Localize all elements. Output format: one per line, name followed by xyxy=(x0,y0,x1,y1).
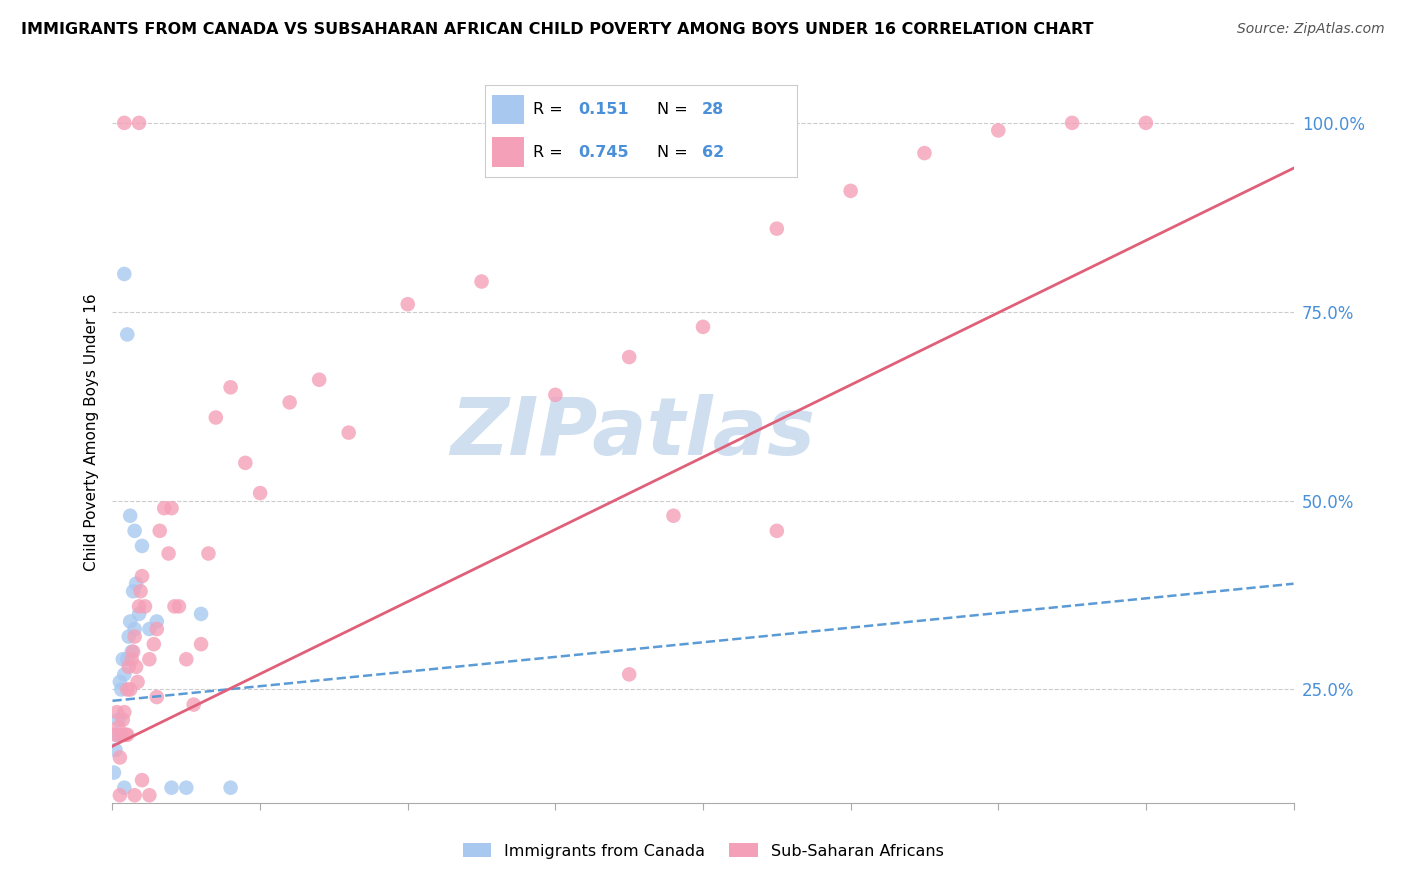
Point xyxy=(183,698,205,712)
Legend: Immigrants from Canada, Sub-Saharan Africans: Immigrants from Canada, Sub-Saharan Afri… xyxy=(456,837,950,865)
Point xyxy=(219,780,242,795)
Point xyxy=(110,728,132,742)
Point xyxy=(131,539,153,553)
Point xyxy=(138,652,160,666)
Point xyxy=(249,486,271,500)
Point xyxy=(190,637,212,651)
Point xyxy=(131,569,153,583)
Point xyxy=(662,508,685,523)
Point xyxy=(129,584,152,599)
Point xyxy=(219,380,242,394)
Y-axis label: Child Poverty Among Boys Under 16: Child Poverty Among Boys Under 16 xyxy=(83,293,98,572)
Point xyxy=(167,599,190,614)
Point xyxy=(766,524,789,538)
Point xyxy=(190,607,212,621)
Point xyxy=(149,524,172,538)
Point xyxy=(118,660,141,674)
Point xyxy=(112,780,135,795)
Point xyxy=(105,705,128,719)
Point xyxy=(134,599,156,614)
Point xyxy=(174,652,197,666)
Point xyxy=(544,388,567,402)
Point xyxy=(117,652,138,666)
Point xyxy=(163,599,186,614)
Point xyxy=(105,728,128,742)
Point xyxy=(160,780,183,795)
Point xyxy=(146,690,169,704)
Point xyxy=(131,773,153,788)
Point xyxy=(128,607,150,621)
Point xyxy=(120,615,142,629)
Point xyxy=(121,645,143,659)
Point xyxy=(337,425,360,440)
Point xyxy=(107,720,129,734)
Point xyxy=(117,327,138,342)
Point xyxy=(174,780,197,795)
Point xyxy=(107,713,129,727)
Point xyxy=(110,682,132,697)
Point xyxy=(692,319,714,334)
Point xyxy=(128,599,150,614)
Point xyxy=(125,576,148,591)
Point xyxy=(124,524,146,538)
Point xyxy=(108,789,131,803)
Point xyxy=(112,667,135,681)
Point xyxy=(122,584,145,599)
Point xyxy=(470,275,494,289)
Point xyxy=(308,373,330,387)
Point xyxy=(121,652,143,666)
Point xyxy=(233,456,256,470)
Point xyxy=(114,728,136,742)
Point xyxy=(104,728,127,742)
Point xyxy=(127,674,149,689)
Text: Source: ZipAtlas.com: Source: ZipAtlas.com xyxy=(1237,22,1385,37)
Point xyxy=(111,713,134,727)
Point xyxy=(914,146,936,161)
Point xyxy=(112,116,135,130)
Point xyxy=(396,297,419,311)
Point xyxy=(619,350,641,364)
Point xyxy=(120,508,142,523)
Text: ZIPatlas: ZIPatlas xyxy=(450,393,814,472)
Point xyxy=(1135,116,1157,130)
Point xyxy=(117,682,138,697)
Point xyxy=(160,501,183,516)
Point xyxy=(197,547,219,561)
Point xyxy=(146,622,169,636)
Point xyxy=(108,674,131,689)
Point xyxy=(839,184,862,198)
Point xyxy=(128,116,150,130)
Point xyxy=(124,789,146,803)
Point xyxy=(766,221,789,235)
Point xyxy=(138,622,160,636)
Point xyxy=(278,395,301,409)
Point xyxy=(120,682,142,697)
Point xyxy=(122,645,145,659)
Point xyxy=(124,630,146,644)
Point xyxy=(103,765,125,780)
Text: IMMIGRANTS FROM CANADA VS SUBSAHARAN AFRICAN CHILD POVERTY AMONG BOYS UNDER 16 C: IMMIGRANTS FROM CANADA VS SUBSAHARAN AFR… xyxy=(21,22,1094,37)
Point xyxy=(125,660,148,674)
Point xyxy=(108,750,131,764)
Point xyxy=(1062,116,1084,130)
Point xyxy=(157,547,180,561)
Point xyxy=(138,789,160,803)
Point xyxy=(205,410,228,425)
Point xyxy=(124,622,146,636)
Point xyxy=(112,705,135,719)
Point xyxy=(987,123,1010,137)
Point xyxy=(104,743,127,757)
Point xyxy=(111,652,134,666)
Point xyxy=(153,501,176,516)
Point xyxy=(117,728,138,742)
Point xyxy=(142,637,165,651)
Point xyxy=(619,667,641,681)
Point xyxy=(112,267,135,281)
Point xyxy=(118,630,141,644)
Point xyxy=(146,615,169,629)
